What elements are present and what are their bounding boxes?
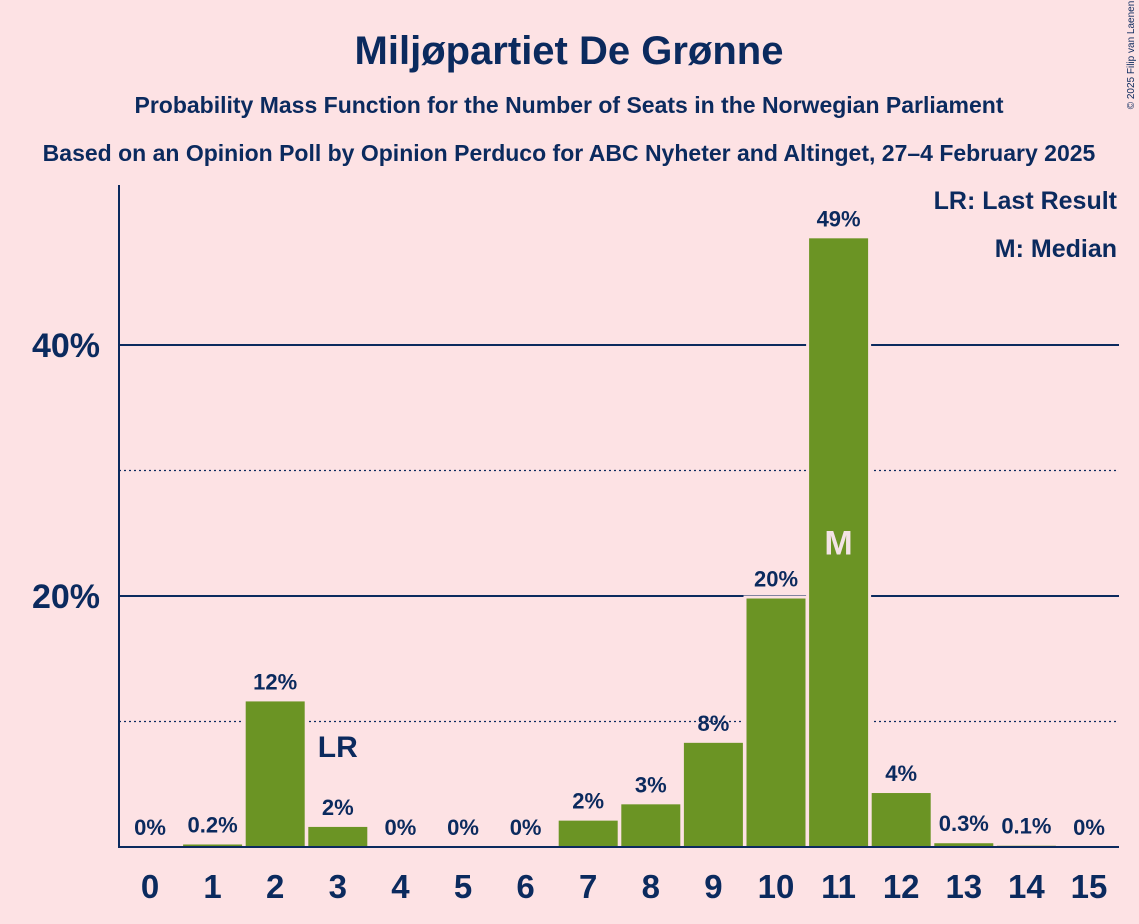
chart-subtitle-2: Based on an Opinion Poll by Opinion Perd… [43, 140, 1096, 166]
x-tick-label: 7 [579, 868, 597, 905]
x-tick-label: 5 [454, 868, 472, 905]
bar [621, 804, 681, 847]
data-label: 0.2% [188, 812, 238, 837]
data-label: 0% [1073, 815, 1105, 840]
x-tick-label: 6 [516, 868, 534, 905]
x-tick-label: 12 [883, 868, 920, 905]
data-label: 4% [885, 761, 917, 786]
bar [746, 598, 806, 847]
x-tick-label: 13 [945, 868, 982, 905]
data-label: 20% [754, 567, 798, 592]
bar [558, 820, 618, 847]
data-label: 0% [134, 815, 166, 840]
bar [245, 701, 305, 847]
labels: 20%40%0%00.2%112%22%30%40%50%62%73%88%92… [32, 206, 1107, 905]
bar [308, 826, 368, 847]
bar [934, 843, 994, 847]
data-label: 49% [817, 206, 861, 231]
x-tick-label: 3 [329, 868, 347, 905]
data-label: 0.3% [939, 811, 989, 836]
axes [118, 185, 1119, 848]
legend: LR: Last Result M: Median [934, 187, 1118, 263]
x-tick-label: 11 [821, 868, 856, 905]
x-tick-label: 10 [758, 868, 795, 905]
x-tick-label: 15 [1071, 868, 1108, 905]
data-label: 2% [572, 789, 604, 814]
x-tick-label: 9 [704, 868, 722, 905]
data-label: 0% [385, 815, 417, 840]
median-marker: M [824, 525, 852, 563]
x-tick-label: 0 [141, 868, 159, 905]
x-tick-label: 14 [1008, 868, 1045, 905]
x-tick-label: 8 [642, 868, 660, 905]
bar-halo [180, 841, 246, 847]
bar-halo [993, 842, 1059, 847]
copyright-text: © 2025 Filip van Laenen [1126, 1, 1137, 110]
data-label: 8% [698, 711, 730, 736]
bars [180, 235, 1059, 847]
last-result-marker: LR [318, 731, 358, 764]
x-tick-label: 4 [391, 868, 410, 905]
bar [683, 742, 743, 847]
data-label: 3% [635, 772, 667, 797]
bar [183, 844, 243, 847]
legend-last-result: LR: Last Result [934, 187, 1118, 215]
chart-title: Miljøpartiet De Grønne [355, 29, 784, 73]
y-tick-label: 40% [32, 327, 100, 365]
x-tick-label: 2 [266, 868, 284, 905]
data-label: 0% [447, 815, 479, 840]
bar [871, 793, 931, 847]
chart-subtitle: Probability Mass Function for the Number… [134, 92, 1003, 118]
data-label: 0.1% [1001, 814, 1051, 839]
gridlines [119, 344, 1119, 723]
legend-median: M: Median [995, 235, 1117, 263]
x-tick-label: 1 [203, 868, 221, 905]
data-label: 0% [510, 815, 542, 840]
data-label: 12% [253, 669, 297, 694]
bar [809, 238, 869, 847]
data-label: 2% [322, 795, 354, 820]
y-tick-label: 20% [32, 578, 100, 616]
